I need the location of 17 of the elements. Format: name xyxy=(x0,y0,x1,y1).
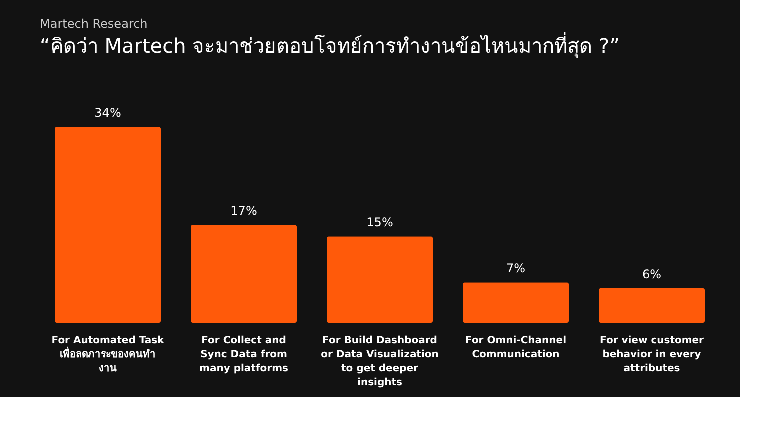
x-tick-label: For Build Dashboard or Data Visualization to get deeper insights xyxy=(321,336,439,388)
chart-title: Martech Research xyxy=(40,17,148,31)
bar xyxy=(326,236,434,323)
x-tick-label: For Automated Task เพื่อลดภาระของคนทำ งาน xyxy=(52,336,165,374)
chart-subtitle: “คิดว่า Martech จะมาช่วยตอบโจทย์การทำงานข้อไหนมากที่สุด ?” xyxy=(40,32,620,59)
data-label: 6% xyxy=(642,267,662,282)
data-label: 17% xyxy=(230,204,258,218)
bar xyxy=(598,288,706,323)
data-label: 7% xyxy=(506,262,526,276)
data-label: 34% xyxy=(94,106,122,120)
x-tick-label: For view customer behavior in every attributes xyxy=(600,336,704,374)
data-label: 15% xyxy=(366,216,394,230)
x-tick-label: For Omni-Channel Communication xyxy=(466,336,566,360)
bar xyxy=(462,282,570,323)
bar xyxy=(54,127,162,323)
x-tick-label: For Collect and Sync Data from many platforms xyxy=(200,336,289,374)
bar xyxy=(190,225,298,323)
